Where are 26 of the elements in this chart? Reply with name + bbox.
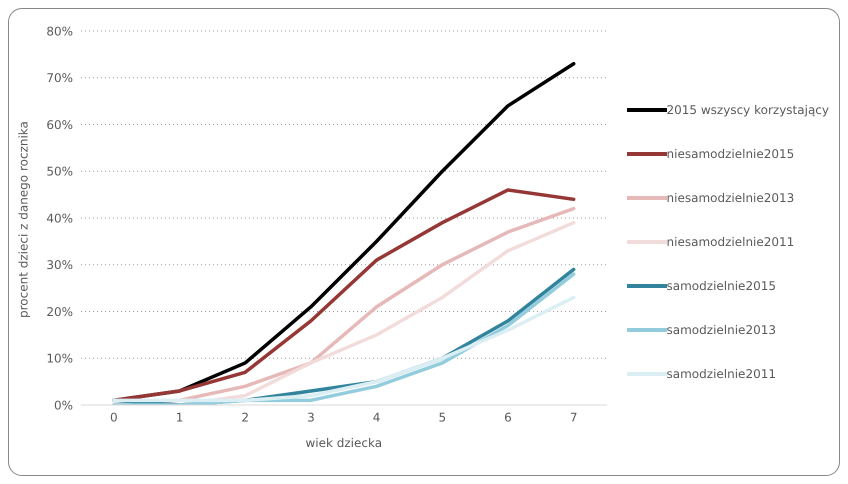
- x-tick-label: 6: [504, 410, 512, 425]
- legend-label: niesamodzielnie2011: [666, 235, 794, 249]
- y-tick-label: 20%: [46, 304, 73, 319]
- x-tick-label: 7: [570, 410, 578, 425]
- legend-label: samodzielnie2011: [666, 367, 776, 381]
- x-tick-label: 2: [241, 410, 250, 425]
- legend-label: samodzielnie2013: [666, 323, 776, 337]
- x-axis-title: wiek dziecka: [305, 436, 382, 450]
- x-tick-label: 5: [438, 410, 446, 425]
- x-tick-label: 1: [176, 410, 184, 425]
- y-tick-label: 0%: [54, 398, 73, 412]
- y-tick-label: 10%: [46, 352, 73, 366]
- y-tick-label: 40%: [46, 211, 73, 226]
- x-tick-label: 4: [372, 410, 380, 425]
- y-tick-label: 70%: [46, 71, 73, 86]
- y-tick-label: 60%: [46, 118, 73, 132]
- legend-label: samodzielnie2015: [666, 279, 776, 293]
- legend-label: niesamodzielnie2013: [666, 191, 794, 205]
- x-tick-label: 0: [110, 410, 118, 425]
- y-tick-label: 50%: [46, 164, 73, 179]
- y-tick-label: 30%: [46, 258, 73, 272]
- legend-label: 2015 wszyscy korzystający: [666, 103, 829, 117]
- legend-label: niesamodzielnie2015: [666, 147, 794, 161]
- y-tick-label: 80%: [46, 24, 73, 38]
- y-axis-title: procent dzieci z danego rocznika: [16, 121, 30, 318]
- x-tick-label: 3: [307, 410, 315, 425]
